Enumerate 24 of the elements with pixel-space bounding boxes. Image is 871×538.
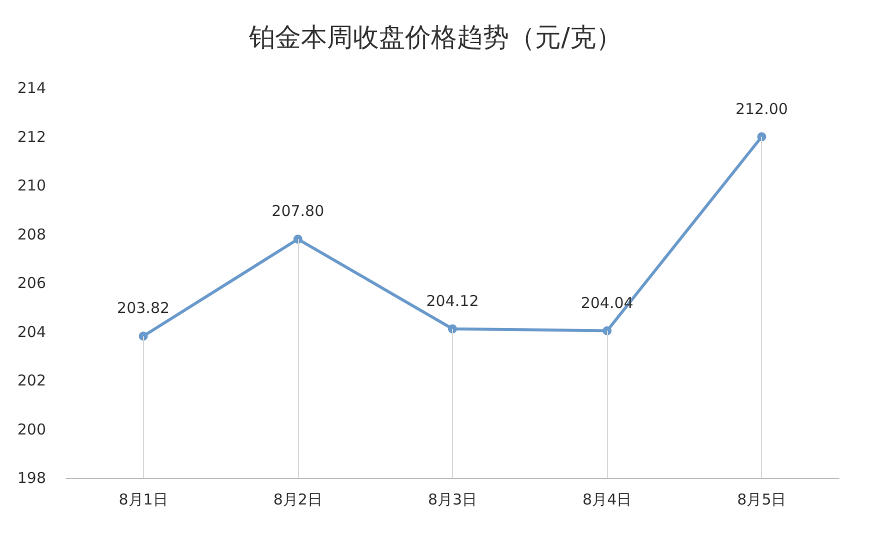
x-tick-label: 8月4日	[582, 490, 632, 508]
y-tick-label: 204	[17, 322, 46, 341]
point	[602, 326, 612, 336]
x-tick-label: 8月2日	[273, 490, 322, 508]
y-tick-label: 214	[17, 79, 46, 97]
y-tick-label: 208	[17, 225, 46, 244]
point	[138, 332, 148, 341]
y-tick-label: 206	[17, 274, 46, 292]
y-tick-label: 200	[17, 420, 46, 438]
data-label: 212.00	[735, 100, 788, 118]
y-tick-label: 202	[17, 372, 46, 390]
point	[293, 234, 302, 244]
point	[757, 132, 766, 142]
data-label: 207.80	[272, 202, 324, 220]
x-tick-label: 8月5日	[737, 490, 786, 508]
y-tick-label: 210	[17, 176, 46, 194]
chart-title: 铂金本周收盘价格趋势（元/克）	[248, 23, 622, 53]
point	[448, 324, 457, 334]
data-label: 203.82	[117, 299, 170, 318]
data-label: 204.12	[426, 292, 479, 310]
y-tick-label: 212	[17, 128, 46, 146]
x-tick-label: 8月3日	[428, 490, 478, 508]
x-tick-label: 8月1日	[118, 490, 168, 508]
y-tick-label: 198	[17, 469, 46, 487]
